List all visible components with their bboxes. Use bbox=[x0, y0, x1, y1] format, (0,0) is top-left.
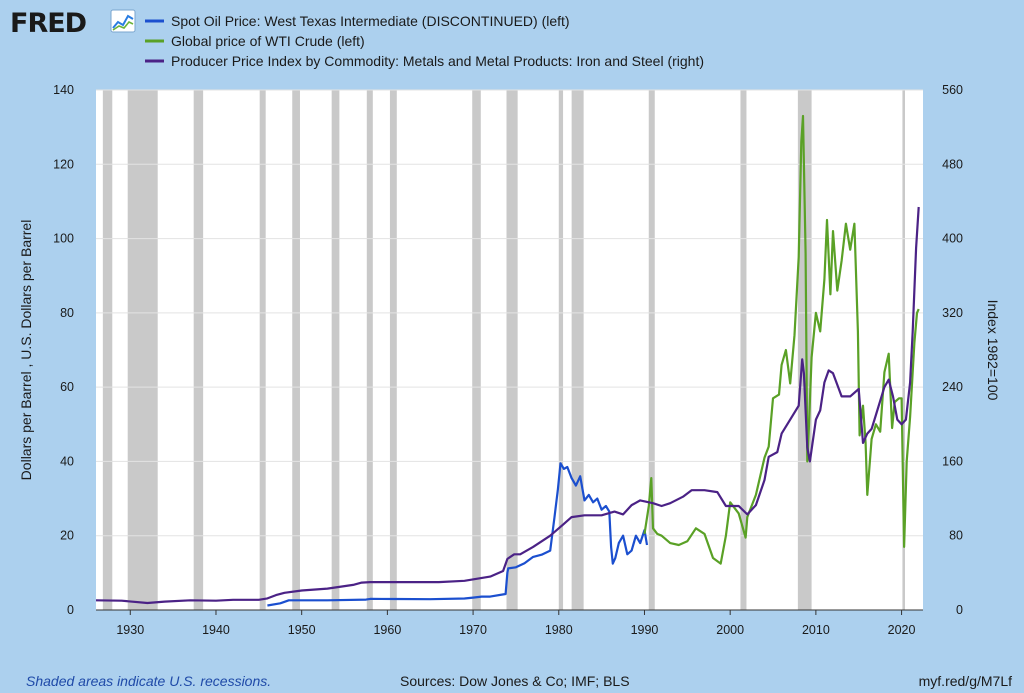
y-left-tick-label-6: 120 bbox=[53, 157, 74, 171]
x-tick-label-7: 2000 bbox=[716, 623, 744, 637]
sources-text: Sources: Dow Jones & Co; IMF; BLS bbox=[400, 673, 630, 689]
legend-item-spot-oil[interactable]: Spot Oil Price: West Texas Intermediate … bbox=[145, 13, 570, 29]
logo-chart-icon bbox=[110, 9, 136, 33]
legend-label-spot-oil: Spot Oil Price: West Texas Intermediate … bbox=[171, 13, 570, 29]
recession-band-14 bbox=[797, 90, 812, 610]
recession-band-0 bbox=[102, 90, 113, 610]
recession-band-4 bbox=[292, 90, 300, 610]
y-left-tick-label-1: 20 bbox=[60, 529, 74, 543]
y-axis-right-title: Index 1982=100 bbox=[985, 300, 1001, 401]
recession-band-9 bbox=[506, 90, 518, 610]
y-left-tick-label-3: 60 bbox=[60, 380, 74, 394]
recession-bands bbox=[102, 90, 906, 610]
y-right-tick-label-6: 480 bbox=[942, 157, 963, 171]
recession-band-1 bbox=[127, 90, 158, 610]
recession-band-3 bbox=[259, 90, 266, 610]
logo-text: FRED bbox=[10, 8, 86, 39]
x-tick-label-1: 1940 bbox=[202, 623, 230, 637]
recession-band-12 bbox=[648, 90, 655, 610]
x-tick-label-3: 1960 bbox=[373, 623, 401, 637]
series-line-ppi-iron-steel bbox=[95, 206, 920, 605]
x-tick-label-4: 1970 bbox=[459, 623, 487, 637]
y-right-tick-label-3: 240 bbox=[942, 380, 963, 394]
recession-band-15 bbox=[902, 90, 906, 610]
y-left-tick-label-5: 100 bbox=[53, 232, 74, 246]
x-tick-label-5: 1980 bbox=[545, 623, 573, 637]
y-axis-left-ticks: 0 20 40 60 80 100 120 140 bbox=[53, 83, 74, 617]
y-left-tick-label-4: 80 bbox=[60, 306, 74, 320]
legend-item-ppi-iron-steel[interactable]: Producer Price Index by Commodity: Metal… bbox=[145, 53, 704, 69]
y-right-tick-label-7: 560 bbox=[942, 83, 963, 97]
y-right-tick-label-1: 80 bbox=[949, 529, 963, 543]
recession-band-6 bbox=[366, 90, 373, 610]
y-axis-right-ticks: 0 80 160 240 320 400 480 560 bbox=[942, 83, 963, 617]
series-line-wti-global bbox=[643, 114, 920, 565]
x-tick-label-8: 2010 bbox=[802, 623, 830, 637]
legend-label-ppi-iron-steel: Producer Price Index by Commodity: Metal… bbox=[171, 53, 704, 69]
y-right-tick-label-4: 320 bbox=[942, 306, 963, 320]
recession-band-7 bbox=[389, 90, 397, 610]
fred-logo[interactable]: FRED bbox=[10, 8, 136, 39]
recession-band-10 bbox=[558, 90, 564, 610]
x-axis-ticks: 1930 1940 1950 1960 1970 1980 1990 2000 2010 2020 bbox=[116, 610, 916, 637]
recession-band-2 bbox=[193, 90, 204, 610]
y-left-tick-label-2: 40 bbox=[60, 454, 74, 468]
y-right-tick-label-0: 0 bbox=[956, 603, 963, 617]
gridlines bbox=[96, 89, 923, 537]
recession-band-11 bbox=[571, 90, 584, 610]
x-tick-label-6: 1990 bbox=[631, 623, 659, 637]
short-url-link[interactable]: myf.red/g/M7Lf bbox=[919, 673, 1012, 689]
legend-label-wti-global: Global price of WTI Crude (left) bbox=[171, 33, 365, 49]
y-right-tick-label-2: 160 bbox=[942, 454, 963, 468]
legend-item-wti-global[interactable]: Global price of WTI Crude (left) bbox=[145, 33, 365, 49]
recession-note: Shaded areas indicate U.S. recessions. bbox=[26, 673, 271, 689]
recession-band-8 bbox=[472, 90, 481, 610]
y-left-tick-label-7: 140 bbox=[53, 83, 74, 97]
y-axis-left-title: Dollars per Barrel , U.S. Dollars per Ba… bbox=[18, 220, 34, 481]
y-left-tick-label-0: 0 bbox=[67, 603, 74, 617]
chart-legend: Spot Oil Price: West Texas Intermediate … bbox=[145, 13, 704, 69]
y-right-tick-label-5: 400 bbox=[942, 232, 963, 246]
x-tick-label-9: 2020 bbox=[888, 623, 916, 637]
recession-band-5 bbox=[331, 90, 340, 610]
x-tick-label-0: 1930 bbox=[116, 623, 144, 637]
series-lines bbox=[95, 114, 920, 607]
x-tick-label-2: 1950 bbox=[288, 623, 316, 637]
series-line-spot-oil bbox=[267, 462, 649, 607]
recession-band-13 bbox=[740, 90, 747, 610]
